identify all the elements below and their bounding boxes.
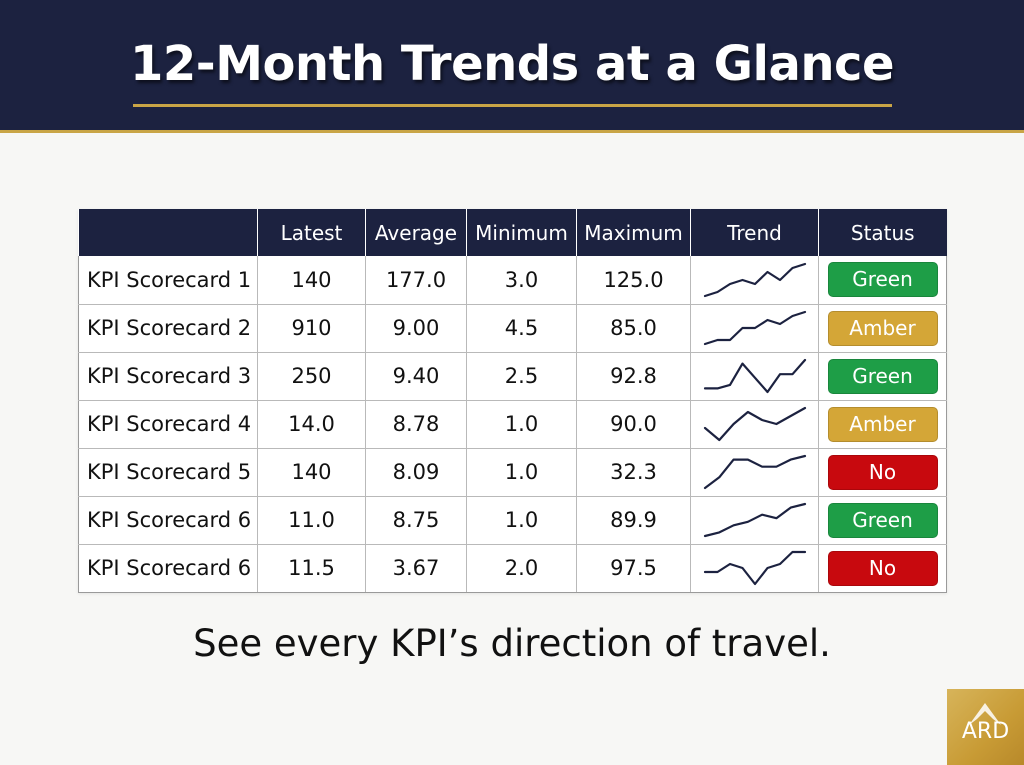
trend-cell <box>690 496 819 545</box>
latest-value-cell: 250 <box>257 352 366 401</box>
trend-sparkline <box>703 454 806 490</box>
kpi-name-cell: KPI Scorecard 4 <box>78 400 258 449</box>
minimum-value-cell: 4.5 <box>466 304 577 353</box>
status-cell: Amber <box>818 304 947 353</box>
minimum-value-cell: 3.0 <box>466 256 577 305</box>
kpi-name-cell: KPI Scorecard 6 <box>78 544 258 593</box>
table-row: KPI Scorecard 5 140 8.09 1.0 32.3 No <box>78 448 947 497</box>
status-badge: Amber <box>827 406 938 442</box>
maximum-value-cell: 92.8 <box>576 352 691 401</box>
average-value-cell: 8.75 <box>365 496 467 545</box>
latest-value-cell: 140 <box>257 448 366 497</box>
table-header-row: Latest Average Minimum Maximum Trend Sta… <box>78 209 947 256</box>
trend-cell <box>690 448 819 497</box>
average-value-cell: 3.67 <box>365 544 467 593</box>
status-cell: No <box>818 544 947 593</box>
trend-cell <box>690 544 819 593</box>
average-value-cell: 9.40 <box>365 352 467 401</box>
status-badge: Amber <box>827 310 938 346</box>
average-value-cell: 8.78 <box>365 400 467 449</box>
header-trend: Trend <box>690 209 819 256</box>
trend-sparkline <box>703 406 806 442</box>
status-badge: No <box>827 550 938 586</box>
table-row: KPI Scorecard 1 140 177.0 3.0 125.0 Green <box>78 256 947 305</box>
maximum-value-cell: 89.9 <box>576 496 691 545</box>
average-value-cell: 177.0 <box>365 256 467 305</box>
trend-line <box>703 310 806 346</box>
header-bar <box>0 0 1024 133</box>
maximum-value-cell: 90.0 <box>576 400 691 449</box>
trend-cell <box>690 304 819 353</box>
table-body: KPI Scorecard 1 140 177.0 3.0 125.0 Green KPI … <box>78 256 947 593</box>
kpi-name-cell: KPI Scorecard 1 <box>78 256 258 305</box>
ard-logo: ARD <box>947 689 1024 765</box>
header-name <box>78 209 258 256</box>
logo-text: ARD <box>961 719 1010 744</box>
minimum-value-cell: 1.0 <box>466 496 577 545</box>
status-cell: No <box>818 448 947 497</box>
status-badge: Green <box>827 262 938 298</box>
header-status: Status <box>818 209 947 256</box>
header-average: Average <box>365 209 467 256</box>
minimum-value-cell: 2.0 <box>466 544 577 593</box>
trend-sparkline <box>703 550 806 586</box>
trend-sparkline <box>703 310 806 346</box>
maximum-value-cell: 85.0 <box>576 304 691 353</box>
minimum-value-cell: 1.0 <box>466 448 577 497</box>
status-badge: Green <box>827 358 938 394</box>
status-cell: Amber <box>818 400 947 449</box>
table-row: KPI Scorecard 6 11.5 3.67 2.0 97.5 No <box>78 544 947 593</box>
header-minimum: Minimum <box>466 209 577 256</box>
status-cell: Green <box>818 256 947 305</box>
table-row: KPI Scorecard 2 910 9.00 4.5 85.0 Amber <box>78 304 947 353</box>
status-badge: Green <box>827 502 938 538</box>
trend-line <box>703 406 806 442</box>
latest-value-cell: 14.0 <box>257 400 366 449</box>
page-title: 12-Month Trends at a Glance <box>129 36 895 92</box>
minimum-value-cell: 2.5 <box>466 352 577 401</box>
tagline: See every KPI’s direction of travel. <box>193 622 831 665</box>
trend-cell <box>690 256 819 305</box>
latest-value-cell: 910 <box>257 304 366 353</box>
trend-line <box>703 358 806 394</box>
trend-sparkline <box>703 502 806 538</box>
logo-peak-icon <box>969 703 1001 725</box>
average-value-cell: 8.09 <box>365 448 467 497</box>
average-value-cell: 9.00 <box>365 304 467 353</box>
latest-value-cell: 11.5 <box>257 544 366 593</box>
latest-value-cell: 11.0 <box>257 496 366 545</box>
trend-line <box>703 262 806 297</box>
kpi-name-cell: KPI Scorecard 2 <box>78 304 258 353</box>
kpi-table: Latest Average Minimum Maximum Trend Sta… <box>78 209 947 593</box>
trend-line <box>703 454 806 490</box>
trend-cell <box>690 352 819 401</box>
maximum-value-cell: 125.0 <box>576 256 691 305</box>
maximum-value-cell: 32.3 <box>576 448 691 497</box>
minimum-value-cell: 1.0 <box>466 400 577 449</box>
status-cell: Green <box>818 352 947 401</box>
table-row: KPI Scorecard 6 11.0 8.75 1.0 89.9 Green <box>78 496 947 545</box>
title-underline <box>133 104 892 107</box>
trend-sparkline <box>703 358 806 394</box>
status-cell: Green <box>818 496 947 545</box>
latest-value-cell: 140 <box>257 256 366 305</box>
table-row: KPI Scorecard 3 250 9.40 2.5 92.8 Green <box>78 352 947 401</box>
trend-cell <box>690 400 819 449</box>
kpi-name-cell: KPI Scorecard 6 <box>78 496 258 545</box>
kpi-name-cell: KPI Scorecard 5 <box>78 448 258 497</box>
trend-sparkline <box>703 262 806 297</box>
table-row: KPI Scorecard 4 14.0 8.78 1.0 90.0 Amber <box>78 400 947 449</box>
kpi-name-cell: KPI Scorecard 3 <box>78 352 258 401</box>
trend-line <box>703 550 806 586</box>
trend-line <box>703 502 806 538</box>
header-latest: Latest <box>257 209 366 256</box>
maximum-value-cell: 97.5 <box>576 544 691 593</box>
header-maximum: Maximum <box>576 209 691 256</box>
status-badge: No <box>827 454 938 490</box>
